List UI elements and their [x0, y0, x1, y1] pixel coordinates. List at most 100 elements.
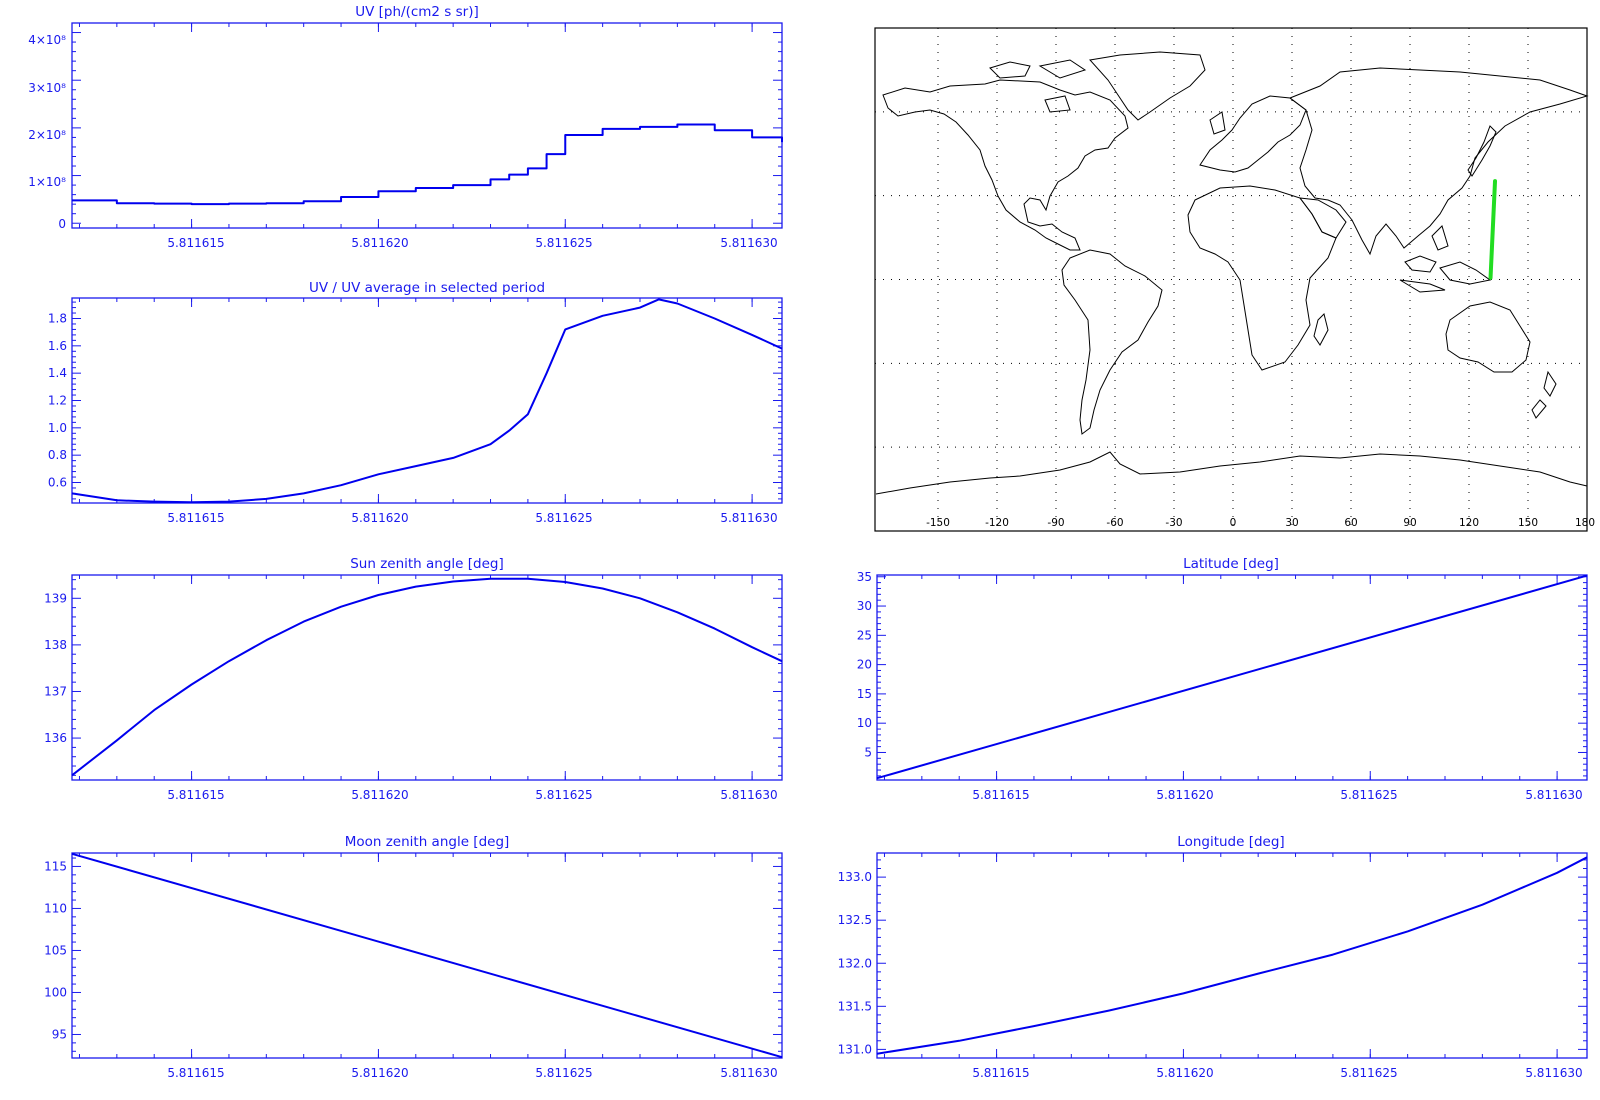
sza-xtick-label: 5.811630: [720, 788, 777, 802]
lon-xtick-label: 5.811625: [1340, 1066, 1397, 1080]
mza-ytick-label: 105: [44, 943, 67, 957]
uvratio-xtick-labels: 5.811615 5.811620 5.811625 5.811630: [167, 511, 777, 525]
lon-ytick-labels: 131.0 131.5 132.0 132.5 133.0: [838, 870, 872, 1056]
uvratio-xtick-label: 5.811625: [535, 511, 592, 525]
coast-madagascar: [1313, 313, 1329, 346]
coast-australia: [1445, 301, 1531, 373]
uv-panel-title: UV [ph/(cm2 s sr)]: [355, 4, 479, 20]
uvratio-series: [71, 298, 783, 504]
lon-ticks: [877, 853, 1587, 1059]
map-longitude-label: -150: [926, 517, 950, 529]
lon-panel: Longitude [deg] 131.0 131.5 132.0 132.5 133.…: [838, 834, 1588, 1080]
uv-ytick-label: 2×10⁸: [28, 128, 66, 142]
mza-xtick-label: 5.811620: [351, 1066, 408, 1080]
uvratio-plot-frame: [71, 297, 783, 504]
uv-ytick-label: 4×10⁸: [28, 33, 66, 47]
mza-xtick-label: 5.811630: [720, 1066, 777, 1080]
coast-arctic-islands: [989, 59, 1087, 113]
map-longitude-label: 60: [1344, 517, 1357, 529]
lat-xtick-label: 5.811625: [1340, 788, 1397, 802]
coast-north-america: [882, 79, 1129, 251]
uvratio-ytick-label: 1.4: [48, 366, 67, 380]
map-longitude-label: 30: [1285, 517, 1298, 529]
mza-ytick-label: 100: [44, 985, 67, 999]
mza-ticks: [72, 853, 782, 1058]
uv-xtick-label: 5.811625: [535, 236, 592, 250]
lat-plot-frame: [876, 574, 1588, 781]
mza-xtick-label: 5.811625: [535, 1066, 592, 1080]
map-longitude-label: 90: [1403, 517, 1416, 529]
coast-greenland: [1089, 51, 1206, 121]
coast-south-america: [1061, 249, 1163, 435]
uvratio-ytick-label: 1.2: [48, 394, 67, 408]
uvratio-panel: UV / UV average in selected period 0.60.…: [48, 280, 783, 525]
sza-ticks: [72, 575, 782, 780]
lat-xtick-label: 5.811630: [1525, 788, 1582, 802]
map-longitude-label: 120: [1459, 517, 1479, 529]
map-longitude-labels: -150 -120 -90 -60 -30 0 30 60 90 120 150 180: [926, 517, 1595, 529]
uv-series: [72, 123, 783, 206]
lat-xtick-labels: 5.811615 5.811620 5.811625 5.811630: [972, 788, 1582, 802]
lon-xtick-label: 5.811630: [1525, 1066, 1582, 1080]
uvratio-line: [71, 298, 783, 504]
coast-se-asia-islands: [1399, 225, 1492, 293]
lat-panel-title: Latitude [deg]: [1183, 556, 1279, 572]
uv-xtick-label: 5.811630: [720, 236, 777, 250]
mza-ytick-label: 95: [52, 1027, 67, 1041]
sza-ytick-label: 137: [44, 684, 67, 698]
lon-series: [876, 856, 1588, 1055]
uvratio-ytick-label: 0.8: [48, 448, 67, 462]
lat-ytick-label: 10: [857, 716, 872, 730]
lon-ytick-label: 132.5: [838, 913, 872, 927]
sza-line: [71, 577, 783, 777]
coast-japan: [1467, 125, 1497, 177]
mza-xtick-labels: 5.811615 5.811620 5.811625 5.811630: [167, 1066, 777, 1080]
lat-series: [876, 574, 1588, 780]
uvratio-ytick-label: 1.0: [48, 421, 67, 435]
uv-line: [72, 123, 783, 206]
lat-ytick-label: 20: [857, 658, 872, 672]
mza-ytick-label: 110: [44, 901, 67, 915]
lat-ytick-label: 25: [857, 628, 872, 642]
lat-xtick-label: 5.811615: [972, 788, 1029, 802]
coastlines: [875, 51, 1589, 495]
uvratio-ytick-labels: 0.6 0.8 1.0 1.2 1.4 1.6 1.8: [48, 312, 67, 490]
coast-arabia: [1298, 197, 1347, 239]
sza-panel-title: Sun zenith angle [deg]: [350, 556, 504, 572]
uv-panel: UV [ph/(cm2 s sr)] 0 1×10⁸ 2×10⁸ 3×10⁸ 4…: [28, 4, 783, 250]
mza-ytick-label: 115: [44, 859, 67, 873]
lat-xtick-label: 5.811620: [1156, 788, 1213, 802]
uvratio-ytick-label: 0.6: [48, 476, 67, 490]
map-longitude-label: -60: [1106, 517, 1123, 529]
lon-ytick-label: 133.0: [838, 870, 872, 884]
coast-europe: [1199, 95, 1307, 173]
satellite-track: [1488, 179, 1498, 280]
lat-ytick-label: 35: [857, 570, 872, 584]
mza-xtick-label: 5.811615: [167, 1066, 224, 1080]
mza-plot-frame: [71, 852, 783, 1059]
mza-line: [71, 852, 783, 1059]
lat-panel: Latitude [deg] 5 10 15 20 25 30 35 5.811615 5.…: [857, 556, 1588, 802]
uvratio-xtick-label: 5.811630: [720, 511, 777, 525]
sza-xtick-labels: 5.811615 5.811620 5.811625 5.811630: [167, 788, 777, 802]
uv-ytick-label: 1×10⁸: [28, 175, 66, 189]
sza-series: [71, 577, 783, 777]
uv-ytick-label: 0: [58, 217, 66, 231]
uv-xtick-label: 5.811620: [351, 236, 408, 250]
uv-xtick-label: 5.811615: [167, 236, 224, 250]
coast-asia: [1288, 67, 1589, 256]
lon-ytick-label: 131.0: [838, 1042, 872, 1056]
map-longitude-label: 150: [1518, 517, 1538, 529]
coast-new-zealand: [1531, 370, 1557, 419]
coast-antarctica: [875, 451, 1588, 495]
sza-xtick-label: 5.811620: [351, 788, 408, 802]
map-longitude-label: -30: [1165, 517, 1182, 529]
lon-xtick-label: 5.811615: [972, 1066, 1029, 1080]
map-longitude-label: -120: [985, 517, 1009, 529]
sza-xtick-label: 5.811615: [167, 788, 224, 802]
lat-ytick-label: 5: [864, 745, 872, 759]
mza-ytick-labels: 95 100 105 110 115: [44, 859, 67, 1041]
lat-ytick-label: 30: [857, 599, 872, 613]
lon-line: [876, 856, 1588, 1055]
